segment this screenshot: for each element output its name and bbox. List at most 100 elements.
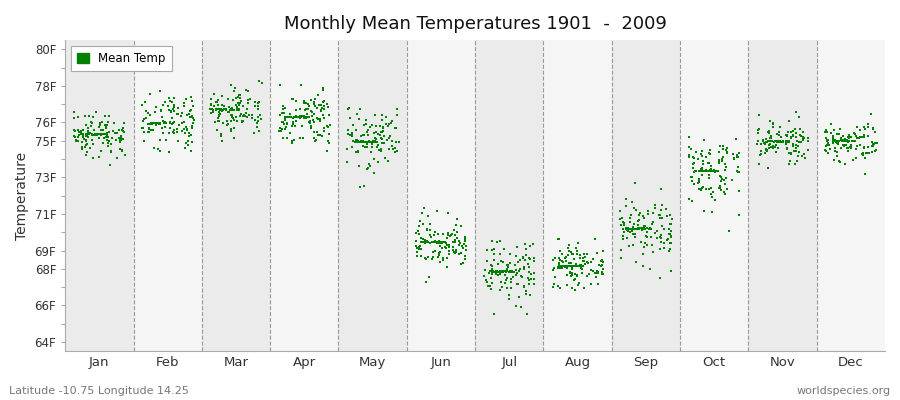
Point [226, 107, 240, 113]
Point [496, 268, 510, 274]
Point [101, 119, 115, 126]
Bar [338, 40, 407, 351]
Point [251, 100, 266, 106]
Point [163, 98, 177, 104]
Point [648, 205, 662, 212]
Point [484, 268, 499, 274]
Point [94, 130, 109, 137]
Point [760, 139, 774, 145]
Point [186, 120, 201, 126]
Point [717, 167, 732, 174]
Point [563, 263, 578, 269]
Point [249, 119, 264, 126]
Point [204, 106, 219, 112]
Point [420, 212, 435, 219]
Point [572, 263, 587, 269]
Point [837, 143, 851, 149]
Point [727, 156, 742, 162]
Point [664, 216, 679, 222]
Point [491, 272, 506, 278]
Point [356, 138, 370, 145]
Point [564, 265, 579, 271]
Point [274, 110, 289, 116]
Point [497, 246, 511, 252]
Point [210, 127, 224, 134]
Point [712, 149, 726, 155]
Point [703, 151, 717, 158]
Point [166, 120, 180, 126]
Point [570, 272, 584, 279]
Point [654, 207, 669, 213]
Point [568, 287, 582, 294]
Point [380, 136, 394, 143]
Point [177, 119, 192, 126]
Point [792, 149, 806, 155]
Point [796, 135, 811, 141]
Point [853, 142, 868, 148]
Point [138, 99, 152, 105]
Point [223, 125, 238, 132]
Point [372, 147, 386, 153]
Point [436, 239, 450, 245]
Point [705, 209, 719, 216]
Point [361, 139, 375, 145]
Point [628, 234, 643, 240]
Point [769, 138, 783, 144]
Point [148, 120, 162, 126]
Point [697, 136, 711, 143]
Point [773, 138, 788, 145]
Point [845, 138, 859, 145]
Point [868, 140, 882, 147]
Point [492, 270, 507, 277]
Point [499, 277, 513, 284]
Point [867, 141, 881, 148]
Point [582, 270, 597, 277]
Point [866, 143, 880, 149]
Bar [65, 40, 133, 351]
Point [793, 126, 807, 132]
Point [846, 138, 860, 144]
Point [564, 260, 579, 266]
Point [652, 212, 666, 218]
Point [209, 107, 223, 114]
Point [382, 122, 396, 129]
Point [485, 238, 500, 244]
Point [686, 164, 700, 171]
Point [756, 138, 770, 145]
Point [360, 166, 374, 172]
Point [792, 139, 806, 145]
Point [504, 268, 518, 275]
Point [431, 239, 446, 245]
Point [233, 100, 248, 106]
Point [638, 226, 652, 232]
Point [574, 270, 589, 276]
Point [522, 256, 536, 262]
Point [214, 102, 229, 108]
Point [832, 159, 847, 165]
Point [489, 269, 503, 275]
Point [555, 258, 570, 264]
Point [504, 268, 518, 274]
Point [440, 264, 454, 270]
Point [578, 260, 592, 267]
Point [211, 99, 225, 106]
Point [170, 128, 184, 135]
Point [493, 251, 508, 257]
Point [696, 168, 710, 174]
Point [164, 109, 178, 116]
Point [616, 219, 630, 226]
Point [71, 138, 86, 144]
Point [730, 154, 744, 160]
Point [158, 124, 172, 130]
Point [847, 130, 861, 136]
Point [685, 178, 699, 184]
Point [432, 239, 446, 246]
Point [428, 232, 442, 239]
Point [511, 259, 526, 266]
Point [101, 140, 115, 146]
Point [252, 99, 266, 106]
Point [572, 252, 587, 258]
Point [832, 138, 847, 144]
Point [426, 249, 440, 256]
Point [644, 234, 658, 240]
